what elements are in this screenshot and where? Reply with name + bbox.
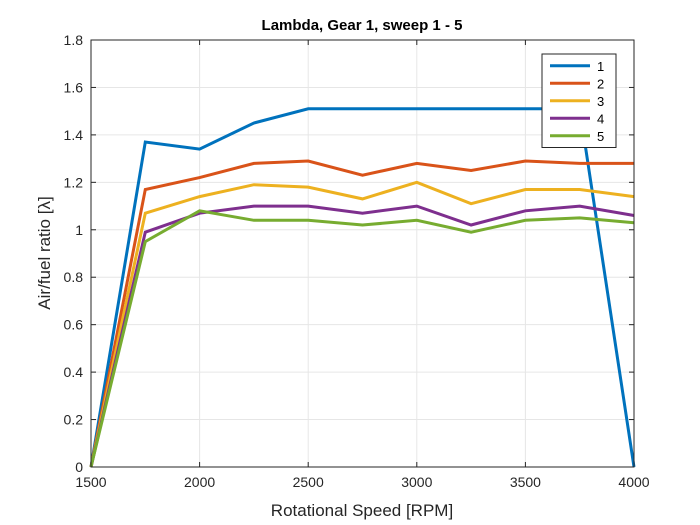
legend: 1 2 3 4 5 — [541, 53, 617, 148]
y-axis-title: Air/fuel ratio [λ] — [35, 196, 54, 309]
x-tick-label: 4000 — [618, 474, 649, 490]
y-tick-label: 1.4 — [64, 127, 84, 143]
y-tick-label: 0.2 — [64, 412, 84, 428]
series-line-2 — [89, 159, 634, 468]
x-tick-label: 2000 — [184, 474, 215, 490]
x-tick-label: 3500 — [510, 474, 541, 490]
y-tick-label: 0 — [75, 459, 83, 475]
x-tick-label: 3000 — [401, 474, 432, 490]
y-tick-label: 1.8 — [64, 32, 84, 48]
legend-label-5: 5 — [597, 129, 604, 144]
legend-label-2: 2 — [597, 76, 604, 91]
y-tick-label: 1 — [75, 222, 83, 238]
x-axis-title: Rotational Speed [RPM] — [271, 501, 453, 520]
legend-label-3: 3 — [597, 94, 604, 109]
y-tick-label: 0.8 — [64, 269, 84, 285]
axes-box — [90, 39, 635, 468]
chart-title: Lambda, Gear 1, sweep 1 - 5 — [262, 17, 463, 34]
x-tick-label: 1500 — [75, 474, 106, 490]
x-tick-label: 2500 — [293, 474, 324, 490]
y-tick-label: 0.6 — [64, 317, 84, 333]
series-line-5 — [89, 209, 635, 468]
series-line-3 — [89, 180, 635, 468]
ticks: 1500 2000 2500 3000 3500 4000 0 0.2 0.4 0.6 0.8 1 1.… — [64, 32, 650, 490]
y-tick-label: 1.6 — [64, 79, 84, 95]
legend-label-1: 1 — [597, 59, 604, 74]
legend-label-4: 4 — [597, 111, 604, 126]
y-tick-label: 0.4 — [64, 364, 84, 380]
y-tick-label: 1.2 — [64, 174, 84, 190]
